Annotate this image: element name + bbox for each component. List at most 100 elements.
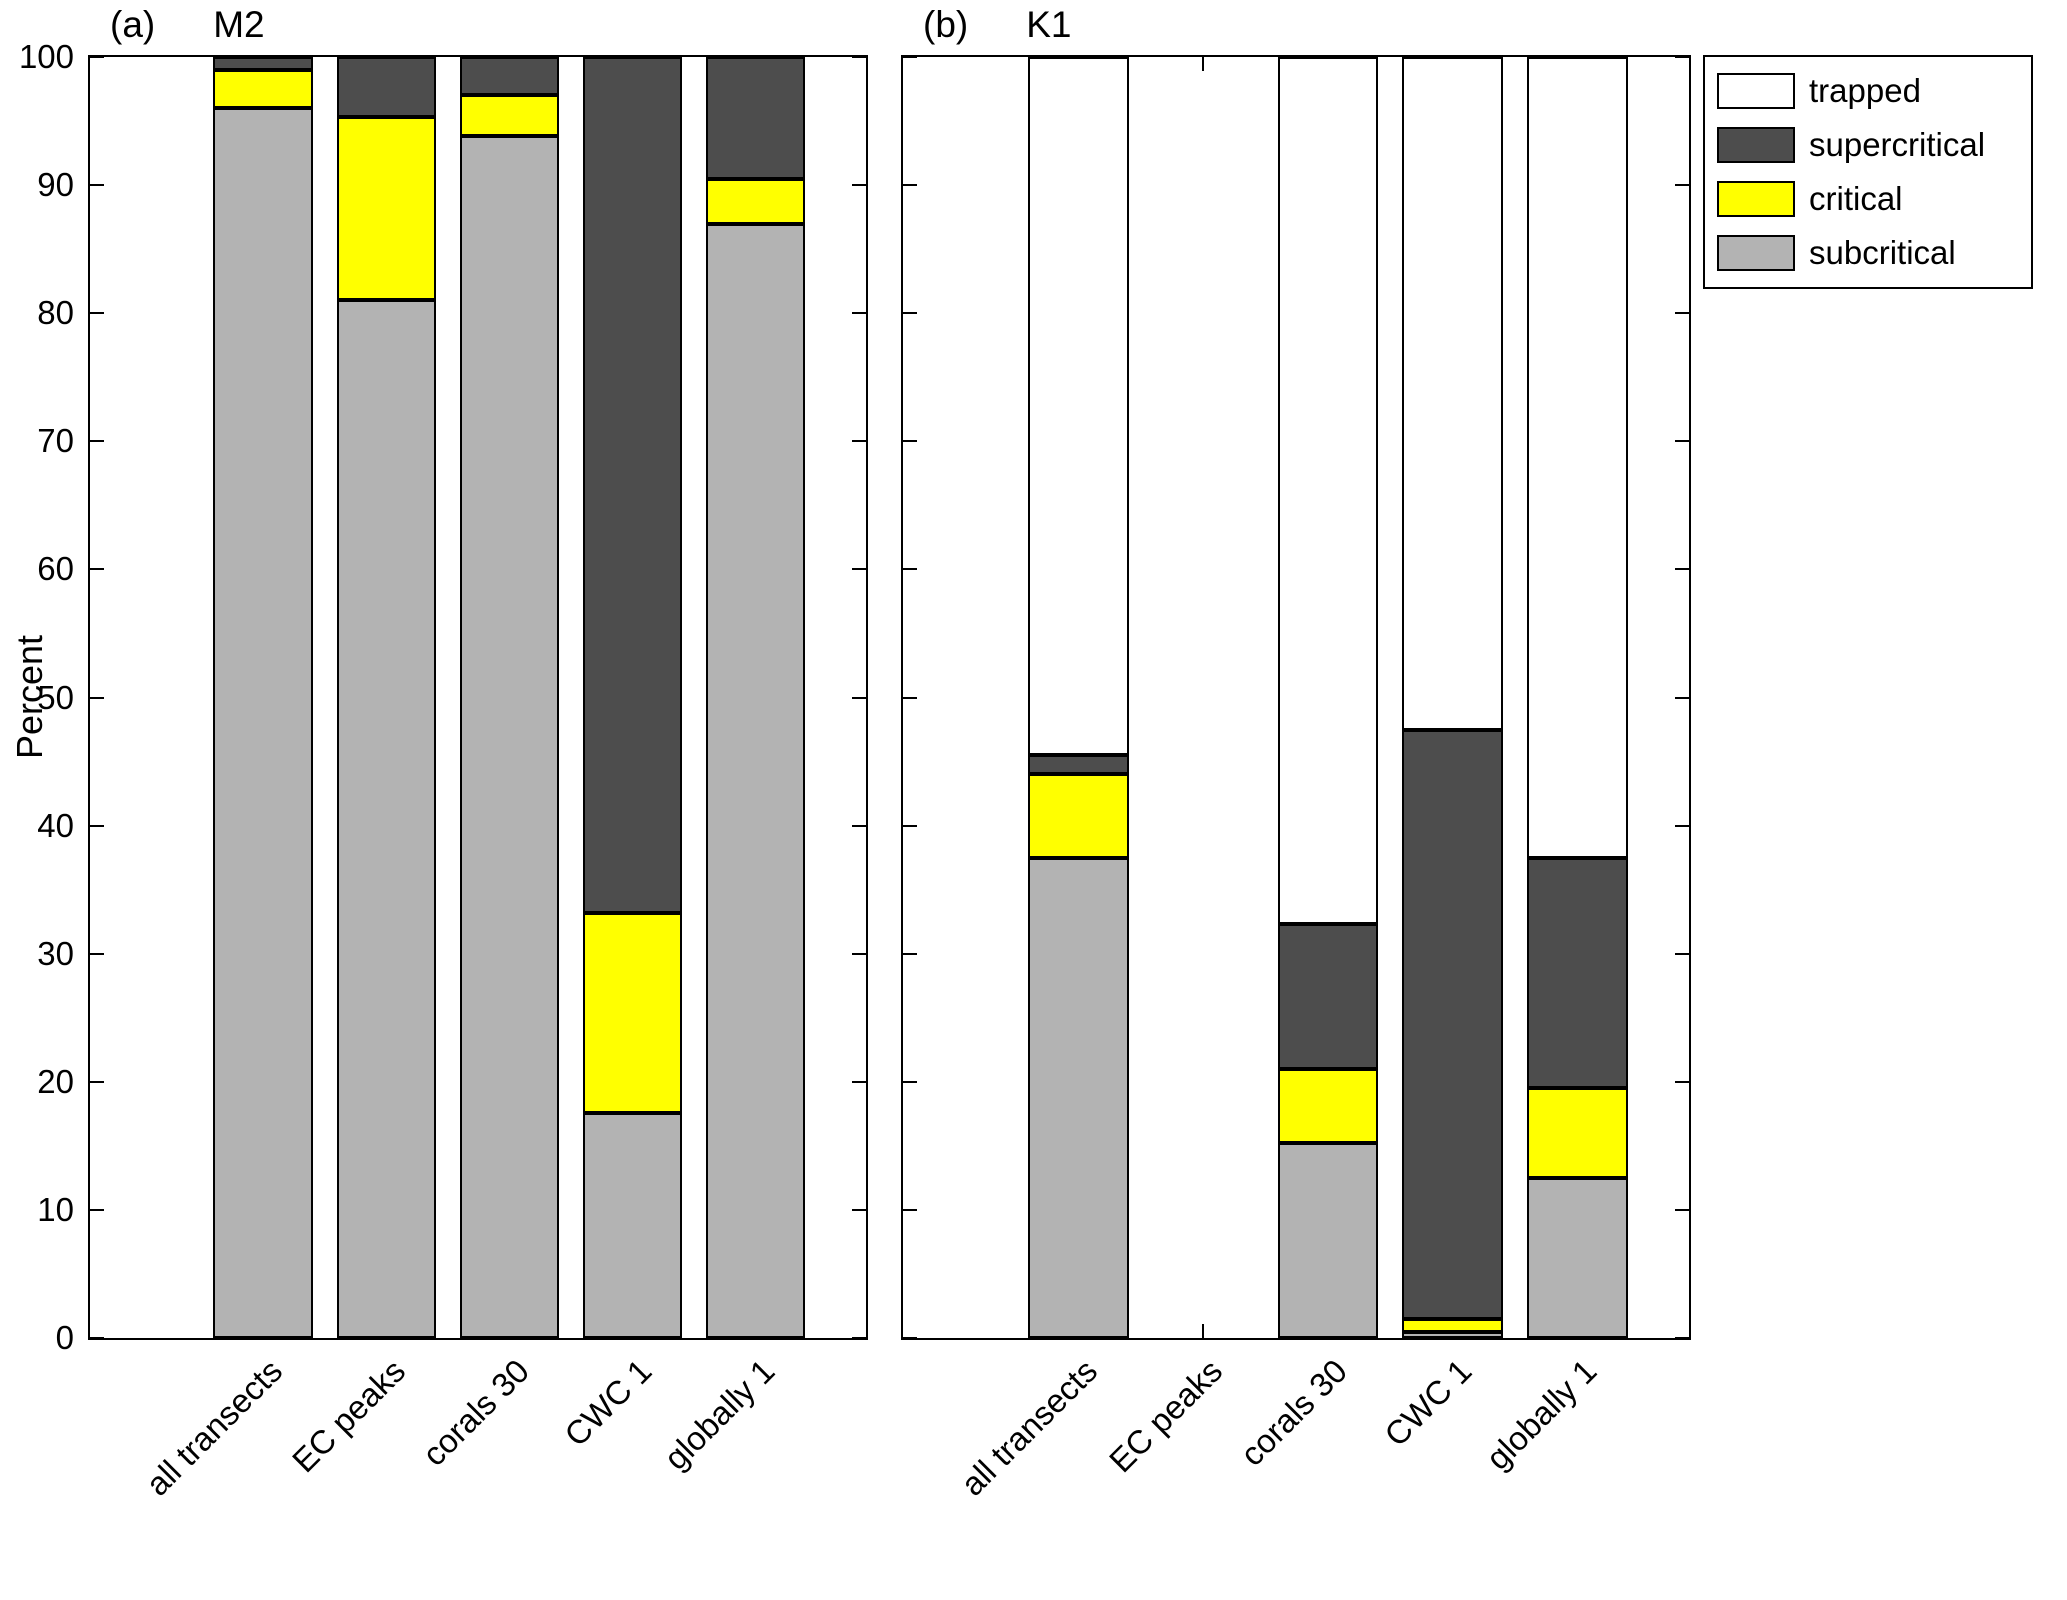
bar-segment-critical — [1402, 1318, 1503, 1332]
y-tick — [903, 824, 917, 827]
bar-segment-subcritical — [1277, 1143, 1379, 1338]
y-tick — [903, 568, 917, 571]
y-tick — [852, 1208, 866, 1211]
panel-letter: (b) — [923, 4, 969, 45]
y-tick — [852, 312, 866, 315]
y-tick — [1675, 1080, 1689, 1083]
y-tick — [1675, 568, 1689, 571]
y-tick-label: 100 — [18, 38, 74, 75]
y-tick — [852, 56, 866, 58]
legend-swatch-subcritical-icon — [1717, 235, 1795, 271]
legend-label: trapped — [1809, 72, 1921, 109]
panel-name: K1 — [1026, 4, 1072, 45]
bar-segment-supercritical — [336, 57, 436, 118]
bar-segment-supercritical — [582, 57, 683, 913]
y-tick — [90, 952, 104, 955]
y-tick — [90, 184, 104, 187]
bar-segment-supercritical — [706, 57, 806, 179]
legend-label: subcritical — [1809, 234, 1956, 271]
y-tick — [852, 184, 866, 187]
y-tick — [1675, 184, 1689, 187]
bar-segment-supercritical — [1277, 924, 1379, 1069]
bar-segment-critical — [1527, 1088, 1628, 1178]
y-tick — [852, 440, 866, 443]
y-tick — [852, 1080, 866, 1083]
bar-segment-trapped — [1277, 57, 1379, 925]
y-tick — [90, 312, 104, 315]
bar-segment-supercritical — [459, 57, 560, 96]
bar-segment-critical — [582, 912, 683, 1113]
bar-segment-supercritical — [1027, 755, 1129, 775]
bar-segment-supercritical — [213, 57, 313, 70]
bar-segment-critical — [459, 95, 560, 137]
y-tick — [90, 696, 104, 699]
bar-segment-subcritical — [336, 300, 436, 1338]
bar-segment-trapped — [1527, 57, 1628, 858]
bar-segment-critical — [1027, 774, 1129, 858]
x-tick — [1202, 57, 1205, 71]
chart-panel-k1: (b) K1 all transects EC peaks corals 30 CWC… — [901, 5, 1691, 1503]
y-tick — [903, 184, 917, 187]
panel-letter: (a) — [110, 4, 156, 45]
legend-item-critical: critical — [1717, 175, 2015, 223]
legend-label: critical — [1809, 180, 1903, 217]
y-tick — [1675, 440, 1689, 443]
bar-segment-critical — [336, 117, 436, 301]
y-tick — [90, 1080, 104, 1083]
bar-segment-critical — [213, 69, 313, 109]
y-tick — [852, 952, 866, 955]
y-tick — [903, 56, 917, 58]
y-tick-label: 70 — [37, 422, 74, 460]
bar-segment-trapped — [1402, 57, 1503, 730]
y-tick — [90, 440, 104, 443]
y-tick — [903, 952, 917, 955]
y-tick — [1675, 696, 1689, 699]
x-tick — [1202, 1324, 1205, 1338]
bar-segment-subcritical — [459, 136, 560, 1338]
legend: trapped supercritical critical subcritic… — [1703, 55, 2033, 289]
y-tick — [903, 1208, 917, 1211]
bar-segment-supercritical — [1527, 857, 1628, 1089]
y-tick-label: 40 — [37, 806, 74, 844]
y-tick-label: 30 — [37, 934, 74, 972]
y-tick — [90, 568, 104, 571]
y-tick — [852, 568, 866, 571]
legend-item-subcritical: subcritical — [1717, 229, 2015, 277]
y-tick-label: 60 — [37, 550, 74, 588]
bar-segment-trapped — [1027, 57, 1129, 756]
y-tick — [90, 1208, 104, 1211]
y-tick — [90, 1337, 104, 1339]
legend-label: supercritical — [1809, 126, 1986, 163]
y-tick — [90, 56, 104, 58]
bar-segment-critical — [706, 178, 806, 224]
y-tick — [1675, 312, 1689, 315]
legend-item-trapped: trapped — [1717, 67, 2015, 115]
legend-swatch-supercritical-icon — [1717, 127, 1795, 163]
chart-panel-m2: (a) M2 0 10 20 30 40 50 60 70 80 90 100 all transec… — [19, 5, 868, 1503]
bar-segment-critical — [1277, 1069, 1379, 1144]
y-tick-label: 90 — [37, 166, 74, 204]
y-tick-label: 10 — [37, 1190, 74, 1228]
y-tick-label: 80 — [37, 294, 74, 332]
y-tick-label: 50 — [37, 678, 74, 716]
legend-swatch-critical-icon — [1717, 181, 1795, 217]
y-tick — [1675, 952, 1689, 955]
y-tick — [903, 440, 917, 443]
y-tick — [852, 696, 866, 699]
y-tick — [903, 1337, 917, 1339]
bar-segment-subcritical — [1402, 1331, 1503, 1338]
legend-swatch-trapped-icon — [1717, 73, 1795, 109]
bar-segment-subcritical — [706, 223, 806, 1338]
y-tick — [903, 696, 917, 699]
bar-segment-subcritical — [582, 1112, 683, 1338]
y-tick — [903, 312, 917, 315]
panel-title-m2: (a) M2 — [110, 5, 265, 45]
bar-segment-subcritical — [1527, 1177, 1628, 1338]
y-tick — [903, 1080, 917, 1083]
y-tick — [90, 824, 104, 827]
bar-segment-subcritical — [213, 108, 313, 1338]
y-tick — [1675, 824, 1689, 827]
bar-segment-supercritical — [1402, 729, 1503, 1319]
y-tick-label: 0 — [55, 1319, 74, 1356]
